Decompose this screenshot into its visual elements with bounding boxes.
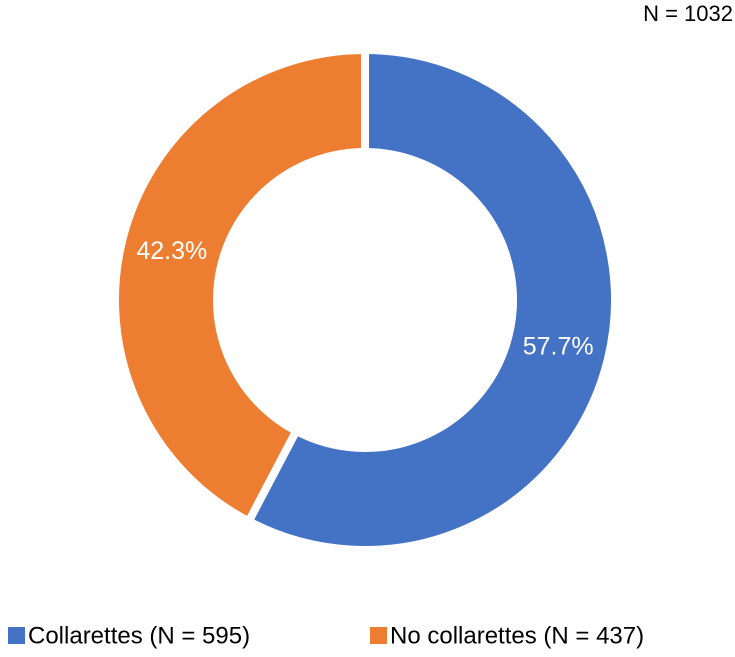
legend-label: No collarettes (N = 437) <box>390 622 644 649</box>
data-label: 57.7% <box>523 332 594 360</box>
legend-swatch <box>370 627 387 644</box>
legend-label: Collarettes (N = 595) <box>28 622 250 649</box>
data-label: 42.3% <box>136 237 207 265</box>
annotation: N = 1032 <box>643 1 733 26</box>
donut-slice <box>243 45 619 554</box>
legend-swatch <box>8 627 25 644</box>
donut-slice <box>111 45 369 527</box>
